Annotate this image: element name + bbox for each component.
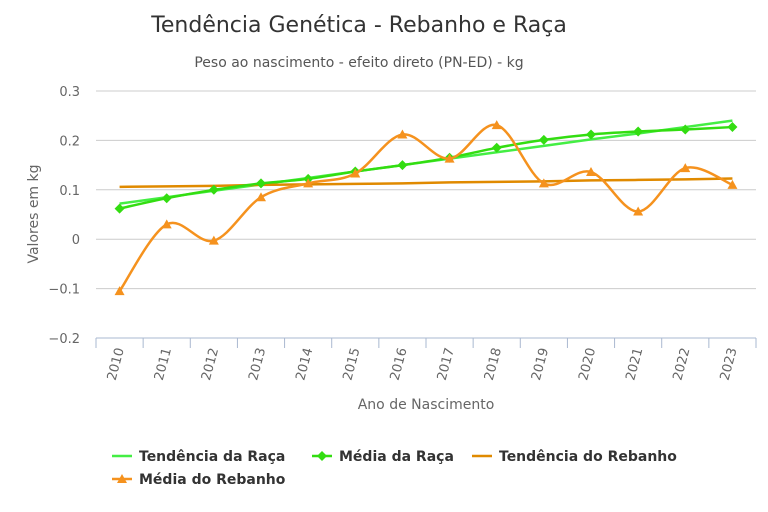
diamond-point [114,203,125,214]
x-tick-label: 2012 [199,346,222,382]
legend-label: Tendência da Raça [139,449,285,465]
legend-label: Média do Rebanho [139,472,286,488]
triangle-icon [117,474,127,483]
triangle-point [208,235,219,245]
x-axis-ticks: 2010 2011 2012 2013 2014 2015 2016 2017 2018 2019… [95,338,757,382]
triangle-point [633,206,644,216]
y-axis-title: Valores em kg [26,164,42,263]
triangle-point [727,179,738,189]
y-tick-label: −0.1 [48,283,80,298]
x-tick-label: 2018 [482,346,505,382]
x-tick-label: 2010 [105,346,128,382]
x-tick-label: 2011 [152,346,175,382]
series-layer [114,119,738,296]
legend-item[interactable]: Tendência da Raça [112,449,285,465]
y-tick-label: 0 [72,233,80,248]
legend-label: Tendência do Rebanho [499,449,677,465]
x-tick-label: 2017 [435,346,458,382]
diamond-point [491,142,502,153]
triangle-point [161,219,172,229]
series-tend-ncia-do-rebanho [119,177,733,189]
triangle-point [397,129,408,139]
x-tick-label: 2016 [388,346,411,382]
triangle-point [538,178,549,188]
series-line [118,123,733,292]
triangle-point [350,168,361,178]
triangle-point [680,163,691,173]
y-tick-label: 0.1 [59,184,80,199]
diamond-point [680,124,691,135]
triangle-point [444,153,455,163]
y-tick-label: −0.2 [48,332,80,347]
chart-subtitle: Peso ao nascimento - efeito direto (PN-E… [194,55,523,71]
chart-title: Tendência Genética - Rebanho e Raça [150,13,567,38]
series-m-dia-da-ra-a [114,122,738,214]
legend-item[interactable]: Tendência do Rebanho [472,449,677,465]
legend: Tendência da Raça Média da Raça Tendência … [112,449,677,488]
series-line [119,125,733,210]
diamond-point [397,160,408,171]
legend-label: Média da Raça [339,449,454,465]
series-m-dia-do-rebanho [114,120,738,296]
x-axis-title: Ano de Nascimento [358,397,495,413]
diamond-point [727,122,738,133]
x-tick-label: 2015 [340,346,363,382]
x-tick-label: 2014 [293,346,316,382]
diamond-point [633,126,644,137]
y-axis-ticks: 0.3 0.2 0.1 0 −0.1 −0.2 [48,85,80,347]
diamond-point [586,129,596,140]
diamond-point [161,193,172,204]
triangle-point [491,120,502,130]
diamond-point [538,134,549,145]
triangle-point [256,192,266,202]
x-tick-label: 2019 [529,346,552,382]
triangle-point [303,178,314,188]
x-tick-label: 2013 [246,346,269,382]
triangle-point [586,167,596,177]
legend-item[interactable]: Média da Raça [312,449,454,465]
diamond-icon [317,451,327,461]
trend-line [119,177,733,189]
diamond-point [256,178,266,189]
triangle-point [114,286,125,296]
grid-lines [96,90,756,290]
x-tick-label: 2020 [576,346,599,382]
y-tick-label: 0.2 [59,134,80,149]
x-tick-label: 2021 [623,346,646,382]
x-tick-label: 2023 [718,346,741,382]
legend-item[interactable]: Média do Rebanho [112,472,286,488]
diamond-point [208,184,219,195]
y-tick-label: 0.3 [59,85,80,100]
x-tick-label: 2022 [670,346,693,382]
